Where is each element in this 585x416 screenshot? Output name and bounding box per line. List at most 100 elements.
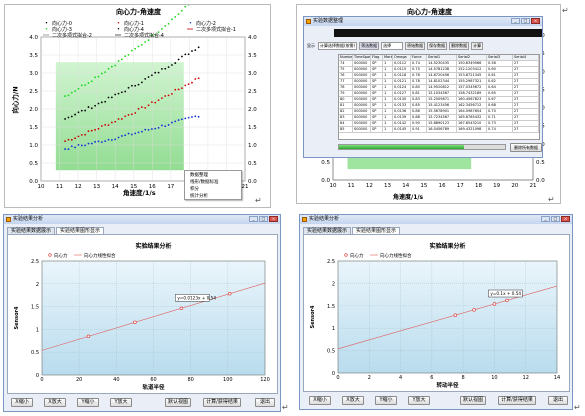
table-cell: 0.0127 — [393, 91, 411, 97]
dialog-blackbar — [334, 29, 542, 37]
x-tick-label: 100 — [223, 377, 233, 383]
table-row[interactable]: 83 000000 SP 1 0.0139 0.88 15.7234567 165.87654… — [339, 115, 539, 121]
tab-graph-display[interactable]: 实验结果图形显示 — [352, 227, 401, 234]
chart2-xlabel: 角速度/1/s — [393, 194, 424, 201]
data-point — [114, 93, 117, 96]
tab-data-display[interactable]: 实验结果数据展示 — [303, 227, 352, 234]
table-row[interactable]: 79 000000 SP 1 0.0127 0.81 15.1034567 158.74321… — [339, 91, 539, 97]
table-row[interactable]: 84 000000 SP 1 0.0142 0.90 15.8890123 167.65432… — [339, 121, 539, 127]
x-zoom-out-button[interactable]: X缩小 — [309, 396, 331, 405]
data-point — [157, 126, 160, 129]
data-table[interactable]: Number TimeSpan Flag Mark Omega Force Serial1 S… — [338, 54, 540, 140]
toolbar-compute[interactable]: 计算 — [471, 42, 484, 50]
data-point — [110, 139, 113, 141]
toolbar-select[interactable]: 选择 — [381, 42, 404, 50]
y-zoom-out-button[interactable]: Y缩小 — [375, 396, 397, 405]
maximize-button[interactable]: □ — [259, 216, 268, 222]
toolbar-filter[interactable]: 筛选数据 — [359, 42, 380, 50]
minimize-button[interactable]: _ — [511, 18, 520, 24]
toolbar-save-data[interactable]: 保存数据 — [427, 42, 448, 50]
toolbar-raw-data[interactable]: 原始数据 — [405, 42, 426, 50]
table-row[interactable]: 80 000000 SP 1 0.0130 0.83 15.2509871 160.45678… — [339, 97, 539, 103]
maximize-button[interactable]: □ — [551, 216, 560, 222]
default-view-button[interactable]: 默认视图 — [165, 398, 191, 407]
table-cell: 15.5678901 — [427, 109, 457, 115]
menu-item-data-tidy[interactable]: 数据整理 — [190, 173, 208, 178]
tab-graph-display[interactable]: 实验结果图形显示 — [56, 227, 105, 234]
data-point — [97, 140, 100, 143]
data-point — [140, 44, 143, 46]
x-tick-label: 14 — [402, 183, 409, 189]
delete-all-button[interactable]: 删除所有数据 — [510, 143, 542, 152]
table-row[interactable]: 78 000000 SP 1 0.0124 0.80 14.9520812 157.03456… — [339, 85, 539, 91]
default-view-button[interactable]: 默认视图 — [460, 396, 486, 405]
table-row[interactable]: 81 000000 SP 1 0.0133 0.85 15.4123456 162.34567… — [339, 103, 539, 109]
table-cell: 1 — [383, 127, 393, 133]
table-cell: 000000 — [353, 79, 371, 85]
close-button[interactable]: × — [561, 216, 570, 222]
table-row[interactable]: 85 000000 SP 1 0.0145 0.91 16.0456789 169.43210… — [339, 127, 539, 133]
toolbar-delete-data[interactable]: 删除数据 — [449, 42, 470, 50]
table-cell: 150.6349566 — [457, 61, 487, 67]
table-cell: SP — [371, 85, 383, 91]
table-cell: 0.58 — [487, 61, 513, 67]
data-dialog-titlebar[interactable]: 实验数据整理 _ □ × — [304, 17, 542, 26]
data-point — [167, 124, 170, 126]
data-point — [194, 78, 197, 80]
x-zoom-in-button[interactable]: X放大 — [342, 396, 364, 405]
data-point — [100, 125, 103, 127]
close-button[interactable]: × — [269, 216, 278, 222]
menu-item-line-standard[interactable]: 线形/数据标准 — [190, 180, 219, 185]
table-row[interactable]: 74 000000 SP 1 0.0112 0.74 14.5230435 150.63495… — [339, 61, 539, 67]
y-zoom-in-button[interactable]: Y放大 — [110, 398, 132, 407]
exit-button[interactable]: 退出 — [548, 396, 568, 405]
x-zoom-out-button[interactable]: X缩小 — [11, 398, 33, 407]
toolbar-show[interactable]: 显示 — [307, 43, 315, 48]
scroll-progress[interactable] — [338, 144, 506, 150]
maximize-button[interactable]: □ — [521, 18, 530, 24]
analysis-left-plot[interactable]: 实验结果分析 0 20 40 60 80 100 120 0 0.5 1 1.5 2 2.5 y=0.012… — [8, 235, 279, 395]
analysis-left-titlebar[interactable]: 实验结果分析 _ □ × — [4, 215, 280, 224]
compute-result-button[interactable]: 计算/获得结果 — [203, 398, 241, 407]
close-button[interactable]: × — [531, 18, 540, 24]
x-zoom-in-button[interactable]: X放大 — [44, 398, 66, 407]
table-cell: 0.0130 — [393, 97, 411, 103]
toolbar-select-compute[interactable]: 计算选择数据(按需) — [318, 42, 358, 50]
chart1-plot[interactable]: 1011121314151617181920210.00.00.50.51.01… — [5, 5, 272, 209]
minimize-button[interactable]: _ — [541, 216, 550, 222]
table-cell: 1 — [383, 103, 393, 109]
return-glyph: ↵ — [562, 6, 569, 15]
menu-item-statistics[interactable]: 统计分析 — [190, 194, 208, 199]
x-tick-label: 17 — [457, 183, 464, 189]
analysis-right-titlebar[interactable]: 实验结果分析 _ □ × — [300, 215, 572, 224]
compute-result-button[interactable]: 计算/获得结果 — [498, 396, 536, 405]
column-header: Serial1 — [427, 55, 457, 61]
data-point — [177, 13, 180, 16]
table-cell: 000000 — [353, 97, 371, 103]
data-point — [77, 144, 80, 146]
data-point — [107, 67, 110, 70]
return-glyph: ↵ — [548, 195, 555, 204]
data-point — [67, 138, 70, 141]
data-point — [84, 144, 87, 147]
data-point — [80, 144, 83, 147]
y2-tick-label: 4.0 — [248, 35, 257, 41]
minimize-button[interactable]: _ — [249, 216, 258, 222]
table-cell: 157.0345672 — [457, 85, 487, 91]
y-tick-label: 0.0 — [321, 178, 330, 184]
table-row[interactable]: 77 000000 SP 1 0.0121 0.78 14.8102344 155.29873… — [339, 79, 539, 85]
y-tick-label: 2 — [36, 282, 39, 288]
table-row[interactable]: 76 000000 SP 1 0.0118 0.76 14.6720456 153.87213… — [339, 73, 539, 79]
data-point — [117, 92, 120, 95]
table-row[interactable]: 75 000000 SP 1 0.0115 0.75 14.5781238 152.12034… — [339, 67, 539, 73]
table-row[interactable]: 82 000000 SP 1 0.0136 0.86 15.5678901 164.09876… — [339, 109, 539, 115]
legend-label: 二次多项式拟合-1 — [196, 26, 236, 33]
exit-button[interactable]: 退出 — [255, 398, 275, 407]
analysis-right-plot[interactable]: 实验结果分析 0 2 4 6 8 10 12 14 0 0.5 1 1.5 2 2.5 y=0.1x + 0.… — [304, 235, 571, 393]
y-zoom-out-button[interactable]: Y缩小 — [77, 398, 99, 407]
menu-item-integral[interactable]: 积分 — [190, 187, 199, 192]
data-point — [87, 142, 90, 145]
tab-data-display[interactable]: 实验结果数据展示 — [7, 227, 56, 234]
table-cell: 81 — [339, 103, 353, 109]
y-zoom-in-button[interactable]: Y放大 — [408, 396, 430, 405]
